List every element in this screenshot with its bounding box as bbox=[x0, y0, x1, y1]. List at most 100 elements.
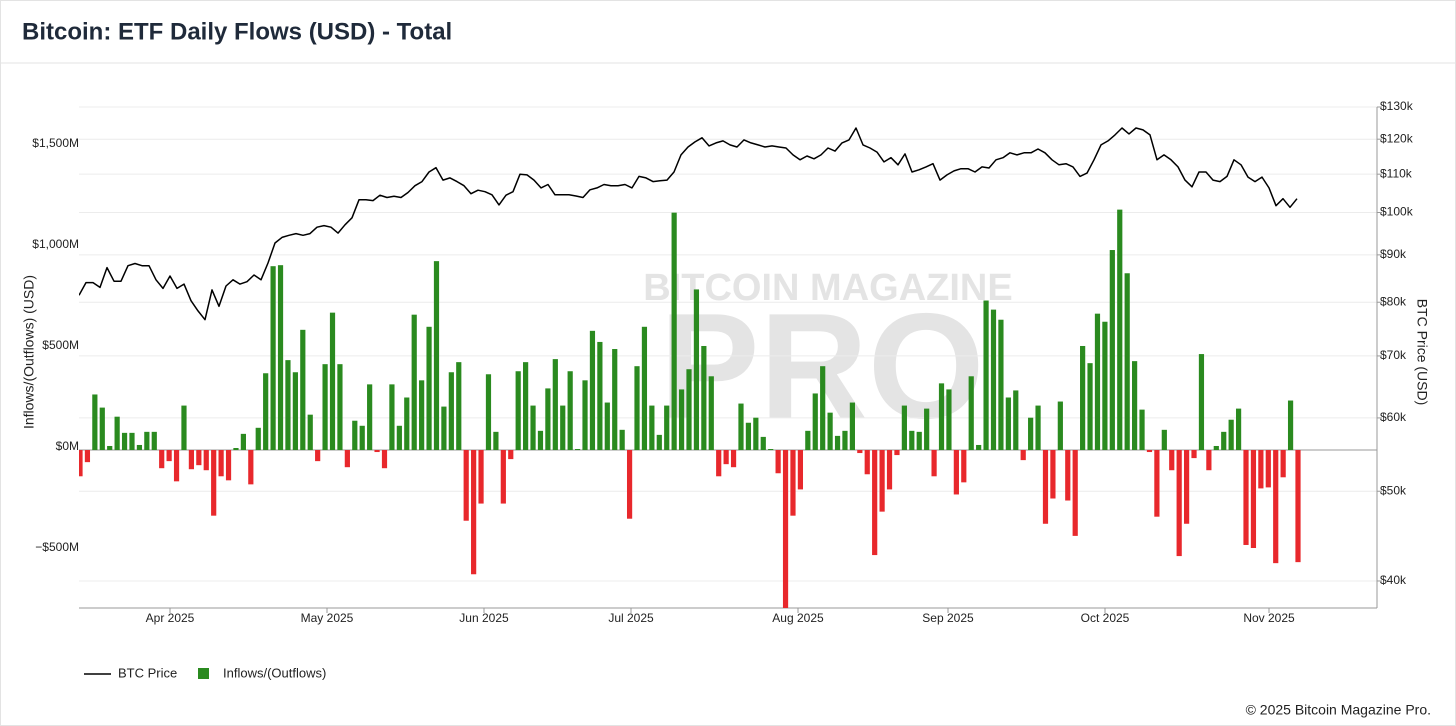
bar bbox=[485, 374, 492, 451]
bar bbox=[589, 330, 596, 451]
bar bbox=[441, 406, 447, 451]
bar bbox=[352, 420, 358, 451]
bar bbox=[1280, 450, 1286, 478]
bar bbox=[626, 450, 633, 519]
bar bbox=[367, 384, 373, 451]
bar bbox=[1042, 450, 1049, 524]
y2-tick-label: $40k bbox=[1380, 573, 1407, 587]
y-tick-label: $1,000M bbox=[32, 237, 79, 251]
bar bbox=[530, 405, 536, 451]
bar bbox=[857, 450, 863, 454]
bar bbox=[678, 389, 685, 451]
bar bbox=[1213, 445, 1219, 451]
bar bbox=[84, 450, 91, 463]
bar bbox=[1117, 209, 1123, 451]
bar bbox=[768, 449, 774, 451]
bar bbox=[344, 450, 350, 468]
bar bbox=[188, 450, 195, 470]
bar bbox=[723, 450, 729, 465]
bar bbox=[1139, 409, 1145, 451]
bar bbox=[1169, 450, 1175, 471]
bar bbox=[938, 383, 945, 451]
legend-swatch bbox=[198, 668, 209, 679]
bar bbox=[1094, 313, 1101, 451]
bar bbox=[1243, 450, 1249, 545]
bar bbox=[782, 450, 789, 608]
x-tick-label: Jun 2025 bbox=[459, 611, 509, 625]
bar bbox=[797, 450, 804, 490]
bar bbox=[374, 450, 380, 453]
bar bbox=[1080, 345, 1086, 451]
y2-tick-label: $100k bbox=[1380, 205, 1414, 219]
bar bbox=[404, 397, 410, 451]
bar bbox=[693, 289, 700, 451]
bar bbox=[1154, 450, 1160, 517]
bar bbox=[1072, 450, 1078, 536]
price-line bbox=[79, 127, 1298, 321]
bar bbox=[463, 450, 469, 521]
bar bbox=[872, 450, 878, 556]
bar bbox=[1287, 400, 1294, 451]
bar bbox=[107, 445, 113, 451]
bar bbox=[1295, 450, 1301, 563]
bar bbox=[745, 422, 752, 451]
bar bbox=[1258, 450, 1264, 489]
bar bbox=[961, 450, 967, 483]
y-tick-label: $0M bbox=[56, 439, 79, 453]
bar bbox=[634, 366, 640, 451]
bar bbox=[1183, 450, 1190, 524]
bar bbox=[144, 431, 150, 451]
bar bbox=[456, 362, 462, 451]
bar bbox=[827, 412, 833, 451]
bar bbox=[277, 265, 284, 451]
bar bbox=[203, 450, 209, 471]
bar bbox=[114, 416, 120, 451]
bar bbox=[686, 369, 692, 451]
bar bbox=[166, 450, 172, 462]
bar bbox=[1124, 273, 1130, 451]
bar bbox=[946, 389, 952, 451]
y2-tick-label: $70k bbox=[1380, 348, 1407, 362]
chart-title: Bitcoin: ETF Daily Flows (USD) - Total bbox=[22, 18, 452, 45]
bar bbox=[753, 417, 759, 451]
bar bbox=[329, 312, 336, 451]
bar bbox=[396, 425, 402, 451]
credit: © 2025 Bitcoin Magazine Pro. bbox=[1246, 702, 1431, 718]
bar bbox=[523, 362, 529, 451]
bar bbox=[448, 372, 454, 451]
bar bbox=[500, 450, 506, 504]
bar bbox=[909, 430, 915, 451]
bar bbox=[270, 266, 276, 451]
bar bbox=[337, 364, 343, 451]
bar bbox=[775, 450, 781, 474]
x-tick-label: Jul 2025 bbox=[608, 611, 654, 625]
y-tick-label: $500M bbox=[42, 338, 79, 352]
bar bbox=[79, 450, 83, 477]
bar bbox=[433, 261, 440, 451]
bar bbox=[515, 371, 521, 451]
bar bbox=[849, 402, 855, 451]
bar bbox=[552, 359, 558, 451]
bar bbox=[812, 393, 818, 451]
bar bbox=[121, 432, 128, 451]
bar bbox=[545, 388, 551, 451]
bar bbox=[1265, 450, 1271, 488]
bar bbox=[716, 450, 722, 477]
y2-tick-label: $50k bbox=[1380, 483, 1407, 497]
bar bbox=[931, 450, 937, 477]
bar bbox=[181, 405, 187, 451]
plot-area bbox=[79, 127, 1301, 608]
legend-label: BTC Price bbox=[118, 665, 177, 680]
bar bbox=[916, 431, 922, 451]
y2-tick-label: $60k bbox=[1380, 410, 1407, 424]
bar bbox=[426, 326, 432, 451]
bar bbox=[671, 212, 677, 451]
bar bbox=[151, 431, 157, 451]
bar bbox=[129, 432, 135, 451]
y-tick-label: $1,500M bbox=[32, 136, 79, 150]
bar bbox=[656, 434, 662, 451]
bar bbox=[879, 450, 885, 512]
bar bbox=[99, 407, 105, 451]
